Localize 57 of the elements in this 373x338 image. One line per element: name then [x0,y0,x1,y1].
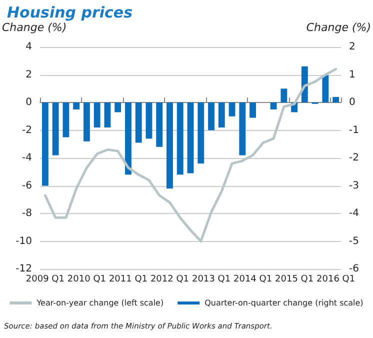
bar [62,102,70,138]
line-series [44,68,338,242]
bar [198,102,204,164]
y2-tick-label: 2 [349,42,356,52]
bar [114,102,122,112]
bar [187,102,194,174]
x-tick-label: 2009 Q1 [26,274,64,284]
bar [42,102,48,186]
y2-tick-label: -5 [349,236,359,247]
bar [83,102,90,142]
y-tick-label: 2 [26,69,32,80]
y2-tick-label: -4 [349,208,359,219]
bar [332,96,340,102]
y-axis-title: Change (%) [2,21,67,34]
bar [322,75,329,102]
x-tick-label: 2011 Q1 [108,274,148,284]
y-tick-label: -12 [16,264,32,274]
bar [208,102,214,130]
x-tick-label: 2016 Q1 [316,274,356,284]
bar [104,102,111,128]
bar [156,102,163,147]
y2-tick-label: 1 [349,69,356,80]
bar [73,102,80,110]
x-tick-label: 2012 Q1 [150,274,190,284]
bar [146,102,152,139]
chart-title: Housing prices [7,4,133,22]
bar [250,102,256,118]
legend-label: Quarter-on-quarter change (right scale) [204,298,364,308]
bar [228,102,236,116]
y-tick-label: 0 [26,97,32,108]
bar [94,102,100,128]
y2-tick-label: -3 [349,180,359,192]
y-tick-label: -4 [22,152,32,164]
bar [280,88,288,102]
y2-tick-label: 0 [349,97,356,108]
y-tick-label: -10 [16,236,32,247]
x-tick-label: 2015 Q1 [275,274,314,284]
x-tick-label: 2010 Q1 [67,274,106,284]
bar [239,102,246,156]
y2-axis-title: Change (%) [306,21,371,34]
bar [176,102,184,175]
bar [166,102,173,189]
bar [125,102,132,175]
x-tick-label: 2013 Q1 [192,274,231,284]
bar [135,102,142,143]
bar [218,102,225,128]
y-tick-label: 4 [26,42,32,52]
bar [270,102,277,110]
y-tick-label: -2 [22,124,32,136]
y2-tick-label: -2 [349,152,359,164]
legend-label: Year-on-year change (left scale) [36,298,164,308]
y2-tick-label: -6 [349,264,359,274]
y2-tick-label: -1 [349,124,359,136]
x-tick-label: 2014 Q1 [233,274,272,284]
bar [52,102,59,156]
y-tick-label: -6 [22,180,32,192]
y-tick-label: -8 [22,208,32,219]
